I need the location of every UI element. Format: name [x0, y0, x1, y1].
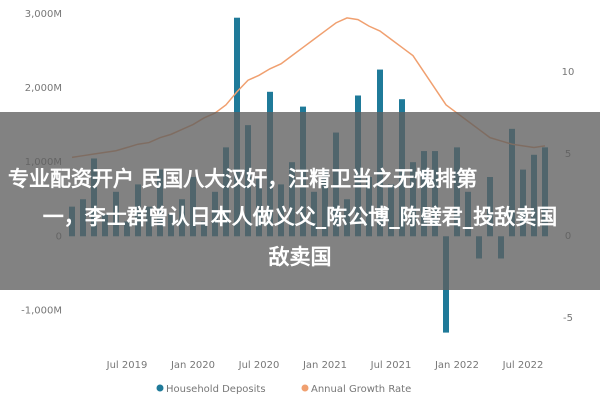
y-tick-label: 2,000M: [25, 83, 62, 94]
x-tick-label: Jul 2022: [502, 360, 544, 371]
legend-label: Annual Growth Rate: [311, 384, 411, 395]
y2-tick-label: -5: [563, 313, 573, 324]
overlay-banner: [0, 112, 600, 290]
x-tick-label: Jan 2021: [302, 360, 347, 371]
x-tick-label: Jan 2022: [434, 360, 479, 371]
y2-tick-label: 10: [562, 67, 575, 78]
y-tick-label: 3,000M: [25, 9, 62, 20]
legend-marker: [301, 384, 309, 392]
overlay-line: 专业配资开户 民国八大汉奸，汪精卫当之无愧排第: [8, 167, 477, 191]
overlay-line: 一，李士群曾认日本人做义父_陈公博_陈璧君_投敌卖国: [43, 205, 558, 229]
overlay-line: 敌卖国: [269, 245, 332, 269]
legend-label: Household Deposits: [166, 384, 266, 395]
x-tick-label: Jul 2019: [106, 360, 148, 371]
x-tick-label: Jul 2020: [238, 360, 280, 371]
y-tick-label: -1,000M: [21, 305, 62, 316]
x-tick-label: Jul 2021: [370, 360, 412, 371]
legend-marker: [156, 384, 164, 392]
x-tick-label: Jan 2020: [170, 360, 215, 371]
